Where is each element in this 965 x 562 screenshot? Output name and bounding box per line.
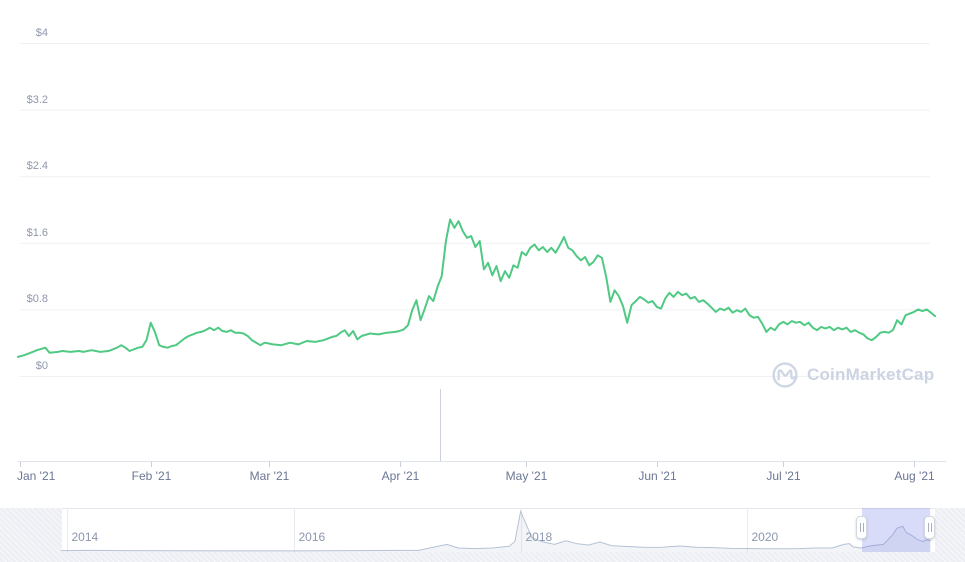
x-axis-label: Aug '21 bbox=[894, 469, 935, 483]
navigator-right-handle[interactable] bbox=[924, 516, 936, 539]
y-axis-label: $3.2 bbox=[26, 93, 48, 106]
x-axis-label: Feb '21 bbox=[131, 469, 172, 483]
x-axis-label: Apr '21 bbox=[381, 469, 420, 483]
x-axis-label: May '21 bbox=[505, 469, 548, 483]
navigator-left-handle[interactable] bbox=[856, 516, 868, 539]
y-axis-label: $2.4 bbox=[26, 160, 48, 173]
x-axis-label: Mar '21 bbox=[249, 469, 290, 483]
navigator[interactable] bbox=[62, 508, 935, 552]
navigator-year-label: 2020 bbox=[751, 530, 779, 544]
grip-icon bbox=[930, 523, 932, 532]
x-axis-label: Jun '21 bbox=[638, 469, 677, 483]
navigator-year-label: 2018 bbox=[525, 530, 553, 544]
y-axis-label: $1.6 bbox=[26, 226, 48, 239]
grip-icon bbox=[859, 523, 861, 532]
navigator-series bbox=[61, 509, 932, 552]
navigator-year-label: 2016 bbox=[298, 530, 326, 544]
y-axis-label: $0.8 bbox=[26, 293, 48, 306]
grip-icon bbox=[862, 523, 864, 532]
y-axis-label: $4 bbox=[35, 27, 48, 39]
gridlines bbox=[20, 43, 930, 377]
navigator-year-label: 2014 bbox=[71, 530, 99, 544]
grip-icon bbox=[927, 523, 929, 532]
y-axis-label: $0 bbox=[35, 360, 48, 372]
x-axis bbox=[18, 461, 946, 467]
x-axis-label: Jul '21 bbox=[766, 469, 801, 483]
navigator-selected-range[interactable] bbox=[861, 508, 930, 552]
x-axis-label: Jan '21 bbox=[17, 469, 56, 483]
price-line bbox=[16, 218, 937, 358]
